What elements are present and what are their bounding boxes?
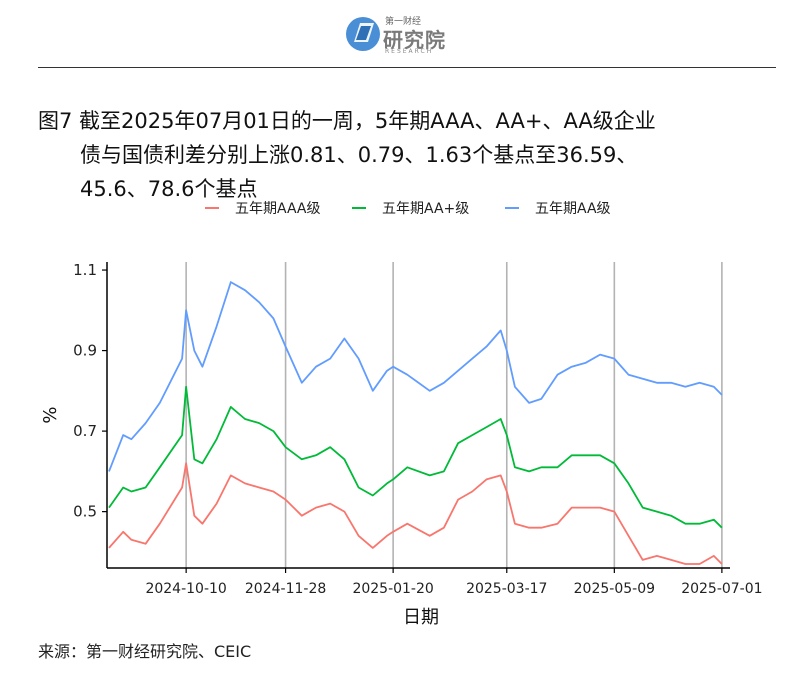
legend-label-3: 五年期AA级 [535,201,611,217]
x-axis-title: 日期 [403,607,439,628]
logo-text-small: 第一财经 [385,17,422,27]
figure-title-line-2: 债与国债利差分别上涨0.81、0.79、1.63个基点至36.59、 [80,143,638,167]
series-line-3 [108,281,723,472]
x-tick-label-1: 2024-10-10 [145,581,226,597]
y-axis-title: % [40,406,61,423]
y-tick-label-1: 0.5 [73,503,97,521]
x-tick-label-2: 2024-11-28 [245,581,326,597]
series-line-1 [108,462,723,565]
header-divider [38,67,776,68]
legend-label-2: 五年期AA+级 [382,201,469,217]
figure-title: 图7 截至2025年07月01日的一周，5年期AAA、AA+、AA级企业 债与国… [38,104,738,206]
x-tick-label-6: 2025-07-01 [681,581,762,597]
source-note: 来源：第一财经研究院、CEIC [38,642,252,661]
y-tick-label-4: 1.1 [73,261,97,279]
series-line-2 [108,385,723,529]
logo-text-main: 研究院 [383,28,446,52]
y-tick-label-2: 0.7 [73,422,97,440]
x-tick-label-3: 2025-01-20 [352,581,433,597]
spread-line-chart: 五年期AAA级 五年期AA+级 五年期AA级 0.5 0.7 0.9 1.1 2024-10-… [40,201,763,628]
x-tick-label-4: 2025-03-17 [466,581,547,597]
logo-mark-icon [346,17,380,51]
logo: 第一财经 研究院 RESEARCH [345,12,455,58]
y-tick-label-3: 0.9 [73,342,97,360]
logo-text-sub: RESEARCH [385,48,434,55]
legend-label-1: 五年期AAA级 [235,201,321,217]
x-tick-label-5: 2025-05-09 [574,581,655,597]
figure-title-line-1: 图7 截至2025年07月01日的一周，5年期AAA、AA+、AA级企业 [38,109,656,133]
figure-title-line-3: 45.6、78.6个基点 [80,177,258,201]
